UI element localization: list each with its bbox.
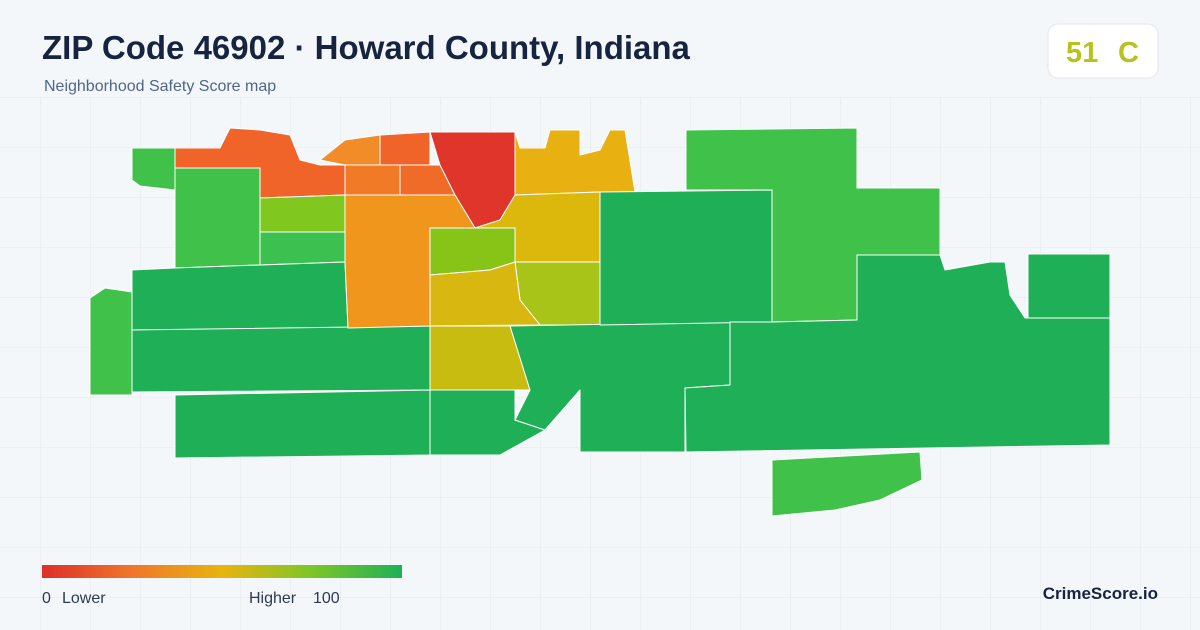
neighborhood — [599, 189, 773, 326]
neighborhood — [174, 167, 261, 269]
neighborhood — [89, 287, 133, 396]
neighborhood — [131, 261, 349, 331]
badge-score: 51 — [1066, 37, 1098, 69]
neighborhood — [174, 389, 431, 459]
badge-box — [1047, 23, 1159, 79]
neighborhood — [379, 131, 431, 166]
legend-min-label: Lower — [62, 590, 106, 607]
legend-max-label: Higher — [249, 590, 297, 607]
brand: CrimeScore.io — [1043, 584, 1158, 603]
neighborhood — [259, 194, 346, 233]
legend-min: 0 — [42, 590, 51, 607]
neighborhood — [344, 164, 401, 196]
neighborhood — [131, 325, 431, 393]
badge-grade: C — [1118, 37, 1139, 69]
score-badge: 51 C — [1047, 23, 1159, 79]
neighborhood — [684, 254, 1111, 453]
neighborhood — [1027, 253, 1111, 319]
legend-scale — [42, 565, 402, 578]
title: ZIP Code 46902 · Howard County, Indiana — [42, 29, 691, 66]
legend-max: 100 — [313, 590, 340, 607]
neighborhood — [131, 147, 176, 191]
neighborhood — [771, 451, 923, 517]
subtitle: Neighborhood Safety Score map — [44, 78, 276, 95]
map — [89, 127, 1111, 517]
neighborhood — [259, 231, 346, 266]
legend: 0 Lower Higher 100 — [42, 565, 402, 607]
